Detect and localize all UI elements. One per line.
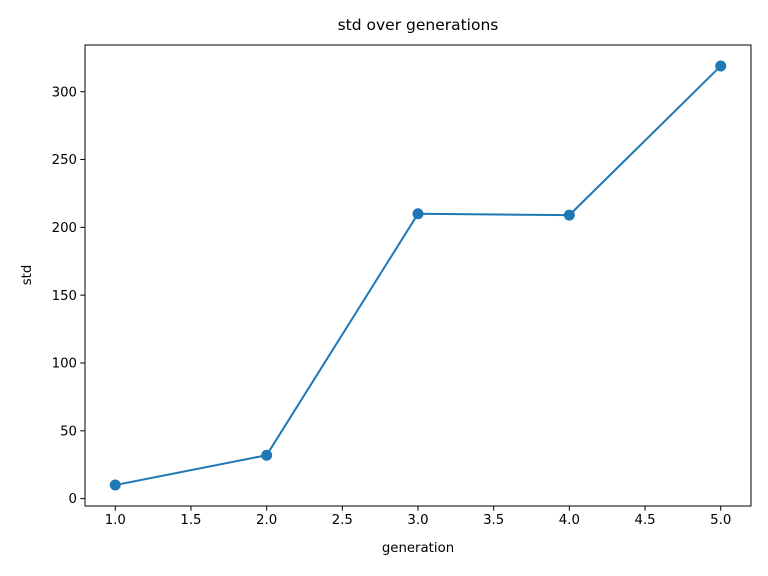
x-tick-label: 2.5 (332, 513, 353, 528)
x-tick-label: 3.5 (483, 513, 504, 528)
y-tick-label: 0 (69, 492, 77, 507)
x-tick-label: 5.0 (710, 513, 731, 528)
y-axis-label: std (20, 265, 35, 286)
chart-title: std over generations (338, 16, 499, 34)
data-point (563, 209, 575, 221)
x-tick-label: 4.5 (634, 513, 655, 528)
y-tick-label: 250 (52, 153, 77, 168)
data-line (115, 65, 722, 487)
x-tick-label: 1.5 (180, 513, 201, 528)
x-tick-label: 1.0 (105, 513, 126, 528)
x-tick-label: 4.0 (559, 513, 580, 528)
x-axis-label: generation (382, 541, 454, 556)
data-point (715, 60, 727, 72)
x-tick-label: 3.0 (407, 513, 428, 528)
data-point (109, 479, 121, 491)
y-tick-label: 150 (52, 289, 77, 304)
y-tick-label: 50 (60, 424, 77, 439)
data-point (412, 208, 424, 220)
data-point (261, 449, 273, 461)
x-tick-label: 2.0 (256, 513, 277, 528)
y-tick-label: 200 (52, 221, 77, 236)
y-tick-label: 100 (52, 357, 77, 372)
plot-area: 1.0 1.5 2.0 2.5 3.0 3.5 4.0 4.5 5.0 0 50 100 150 200 2… (52, 44, 752, 528)
y-tick-label: 300 (52, 85, 77, 100)
axes-spines (84, 44, 752, 507)
